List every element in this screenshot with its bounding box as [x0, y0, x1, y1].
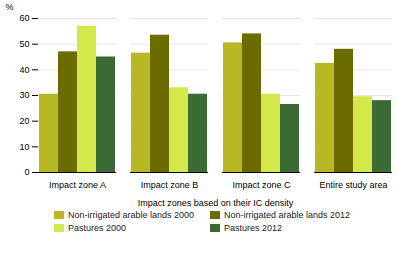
svg-text:0: 0 [24, 167, 29, 177]
svg-text:20: 20 [19, 116, 29, 126]
svg-text:%: % [6, 2, 14, 12]
svg-text:40: 40 [19, 65, 29, 75]
svg-text:50: 50 [19, 39, 29, 49]
html-text:Non-irrigated arable lands 201: Non-irrigated arable lands 2012 [224, 210, 351, 220]
svg-text:Entire study area: Entire study area [319, 180, 387, 190]
svg-text:Impact zones based on their IC: Impact zones based on their IC density [138, 198, 294, 208]
svg-text:Impact zone C: Impact zone C [232, 180, 291, 190]
svg-text:Impact zone B: Impact zone B [141, 180, 199, 190]
svg-text:60: 60 [19, 13, 29, 23]
html-text:Pastures 2012: Pastures 2012 [224, 223, 282, 233]
svg-text:10: 10 [19, 142, 29, 152]
svg-text:Impact zone A: Impact zone A [49, 180, 106, 190]
svg-text:30: 30 [19, 90, 29, 100]
html-text:Non-irrigated arable lands 200: Non-irrigated arable lands 2000 [67, 210, 194, 220]
html-text:Pastures 2000: Pastures 2000 [67, 223, 126, 233]
